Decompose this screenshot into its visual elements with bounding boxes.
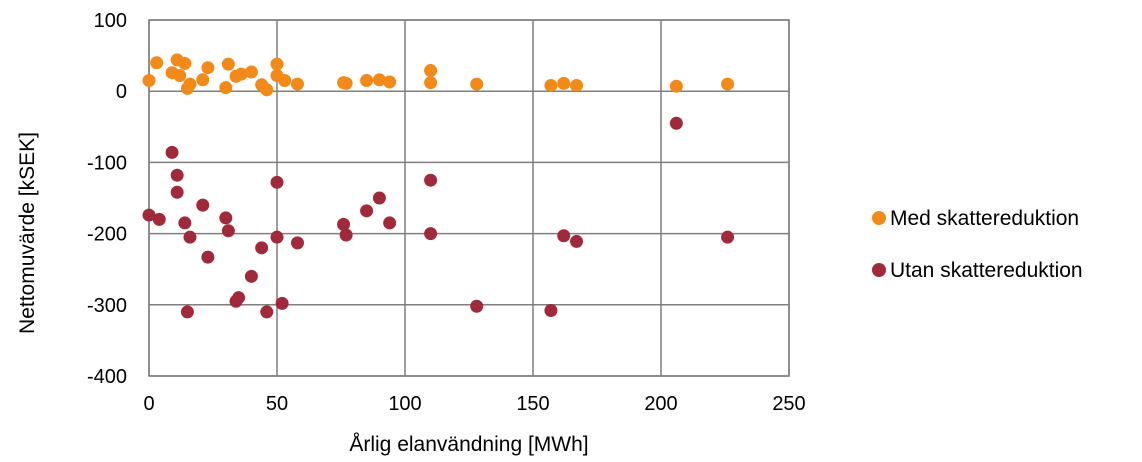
data-point xyxy=(339,76,353,90)
legend-label-utan-skattereduktion: Utan skattereduktion xyxy=(890,259,1083,282)
data-point xyxy=(339,228,353,242)
data-point xyxy=(170,185,184,199)
data-point xyxy=(152,212,166,226)
data-point xyxy=(221,224,235,238)
legend-marker-med-skattereduktion xyxy=(872,211,886,225)
data-point xyxy=(424,76,438,90)
x-tick-label: 100 xyxy=(388,393,421,415)
data-point xyxy=(270,175,284,189)
y-tick-label: -400 xyxy=(87,366,127,388)
data-point xyxy=(244,269,258,283)
data-point xyxy=(424,227,438,241)
legend-label-med-skattereduktion: Med skattereduktion xyxy=(890,207,1079,230)
data-point xyxy=(234,67,248,81)
data-point xyxy=(183,77,197,91)
data-point xyxy=(278,74,292,88)
data-point xyxy=(270,57,284,71)
y-tick-label: 0 xyxy=(116,81,127,103)
data-point xyxy=(275,296,289,310)
data-point xyxy=(178,216,192,230)
data-point xyxy=(383,216,397,230)
data-point xyxy=(383,75,397,89)
data-point xyxy=(669,79,683,93)
data-point xyxy=(557,76,571,90)
data-point xyxy=(260,305,274,319)
data-point xyxy=(219,81,233,95)
data-point xyxy=(669,116,683,130)
y-axis-ticks: 100 0 -100 -200 -300 -400 xyxy=(87,10,127,388)
data-point xyxy=(221,57,235,71)
data-point xyxy=(219,211,233,225)
data-point xyxy=(360,204,374,218)
data-point xyxy=(196,73,210,87)
series-0 xyxy=(142,53,735,97)
data-point xyxy=(170,168,184,182)
data-point xyxy=(201,250,215,264)
data-point xyxy=(173,69,187,83)
data-point xyxy=(260,83,274,97)
data-point xyxy=(290,236,304,250)
data-point xyxy=(424,64,438,78)
x-tick-label: 200 xyxy=(644,393,677,415)
x-tick-label: 250 xyxy=(772,393,805,415)
data-point xyxy=(201,61,215,75)
data-point xyxy=(178,56,192,70)
data-point xyxy=(142,74,156,88)
series-1 xyxy=(142,116,735,319)
data-point xyxy=(570,234,584,248)
data-point xyxy=(255,241,269,255)
x-tick-label: 50 xyxy=(266,393,288,415)
x-tick-label: 150 xyxy=(516,393,549,415)
data-point xyxy=(424,173,438,187)
y-tick-label: -200 xyxy=(87,224,127,246)
data-point xyxy=(372,73,386,87)
x-axis-label: Årlig elanvändning [MWh] xyxy=(349,433,588,456)
data-point xyxy=(270,230,284,244)
y-tick-label: -300 xyxy=(87,295,127,317)
data-point xyxy=(290,77,304,91)
data-point xyxy=(142,208,156,222)
data-point xyxy=(721,77,735,91)
data-point xyxy=(244,65,258,79)
data-point xyxy=(721,230,735,244)
data-point xyxy=(470,77,484,91)
data-points xyxy=(142,53,735,319)
plot-area-frame xyxy=(148,19,790,377)
data-point xyxy=(360,74,374,88)
data-point xyxy=(544,79,558,93)
data-point xyxy=(150,56,164,70)
data-point xyxy=(183,230,197,244)
legend: Med skattereduktion Utan skattereduktion xyxy=(872,207,1083,282)
data-point xyxy=(544,303,558,317)
x-tick-label: 0 xyxy=(143,393,154,415)
data-point xyxy=(470,299,484,313)
data-point xyxy=(557,229,571,243)
y-tick-label: -100 xyxy=(87,152,127,174)
data-point xyxy=(180,305,194,319)
data-point xyxy=(372,191,386,205)
x-axis-ticks: 0 50 100 150 200 250 xyxy=(143,393,805,415)
data-point xyxy=(570,79,584,93)
data-point xyxy=(337,217,351,231)
data-point xyxy=(165,145,179,159)
legend-marker-utan-skattereduktion xyxy=(872,263,886,277)
data-point xyxy=(232,291,246,305)
data-point xyxy=(196,198,210,212)
y-tick-label: 100 xyxy=(94,10,127,32)
y-axis-label: Nettomuvärde [kSEK] xyxy=(16,132,39,334)
